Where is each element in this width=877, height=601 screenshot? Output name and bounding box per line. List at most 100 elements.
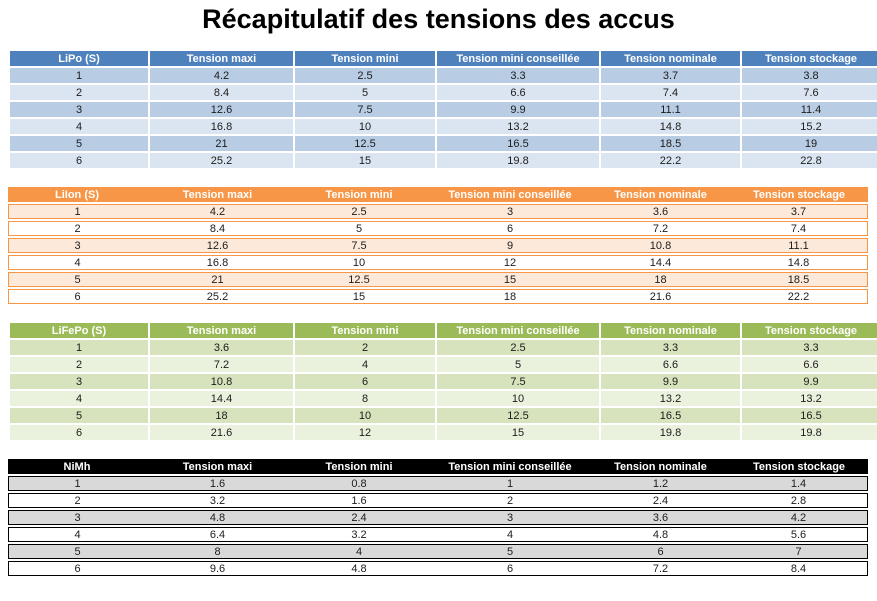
cell-voltage: 10	[437, 391, 599, 406]
lifepo-type-header: LiFePo (S)	[10, 323, 148, 338]
cell-voltage: 22.2	[601, 153, 740, 168]
cell-count: 6	[10, 153, 148, 168]
cell-voltage: 7	[730, 544, 868, 559]
cell-count: 1	[10, 340, 148, 355]
column-header-tension-nominale: Tension nominale	[601, 51, 740, 66]
lipo-type-header: LiPo (S)	[10, 51, 148, 66]
cell-voltage: 4	[429, 527, 591, 542]
cell-voltage: 3.7	[730, 204, 868, 219]
table-row: 6 25.2 15 19.8 22.2 22.8	[10, 153, 877, 168]
cell-voltage: 0.8	[289, 476, 429, 491]
cell-voltage: 3.3	[437, 68, 599, 83]
column-header-tension-nominale: Tension nominale	[601, 323, 740, 338]
column-header-tension-mini: Tension mini	[289, 187, 429, 202]
cell-count: 1	[8, 204, 146, 219]
cell-count: 4	[10, 391, 148, 406]
cell-voltage: 8	[295, 391, 435, 406]
cell-voltage: 12.5	[289, 272, 429, 287]
table-row: 3 10.8 6 7.5 9.9 9.9	[10, 374, 877, 389]
liion-table: LiIon (S) Tension maxi Tension mini Tens…	[8, 185, 868, 306]
cell-voltage: 19.8	[437, 153, 599, 168]
cell-voltage: 7.4	[601, 85, 740, 100]
cell-voltage: 2.4	[591, 493, 730, 508]
cell-voltage: 3.3	[601, 340, 740, 355]
cell-voltage: 22.8	[742, 153, 877, 168]
column-header-tension-mini: Tension mini	[295, 323, 435, 338]
cell-voltage: 4.2	[146, 204, 289, 219]
cell-voltage: 6	[295, 374, 435, 389]
cell-voltage: 4.8	[146, 510, 289, 525]
table-row: 3 12.6 7.5 9 10.8 11.1	[8, 238, 868, 253]
cell-voltage: 21	[150, 136, 293, 151]
cell-voltage: 2.8	[730, 493, 868, 508]
cell-voltage: 10	[295, 119, 435, 134]
cell-count: 6	[8, 289, 146, 304]
cell-count: 4	[10, 119, 148, 134]
liion-header-row: LiIon (S) Tension maxi Tension mini Tens…	[8, 187, 868, 202]
table-row: 5 21 12.5 16.5 18.5 19	[10, 136, 877, 151]
cell-voltage: 18.5	[601, 136, 740, 151]
column-header-tension-stockage: Tension stockage	[730, 187, 868, 202]
cell-voltage: 6.6	[742, 357, 877, 372]
cell-voltage: 1.6	[146, 476, 289, 491]
cell-voltage: 3.6	[591, 510, 730, 525]
cell-voltage: 18	[429, 289, 591, 304]
cell-voltage: 22.2	[730, 289, 868, 304]
cell-voltage: 5	[295, 85, 435, 100]
table-row: 1 1.6 0.8 1 1.2 1.4	[8, 476, 868, 491]
cell-voltage: 14.4	[591, 255, 730, 270]
cell-count: 5	[10, 136, 148, 151]
lifepo-table: LiFePo (S) Tension maxi Tension mini Ten…	[8, 321, 877, 442]
cell-count: 3	[8, 510, 146, 525]
column-header-tension-maxi: Tension maxi	[150, 51, 293, 66]
cell-voltage: 15	[437, 425, 599, 440]
cell-voltage: 7.2	[591, 561, 730, 576]
table-row: 6 25.2 15 18 21.6 22.2	[8, 289, 868, 304]
cell-voltage: 4	[295, 357, 435, 372]
cell-voltage: 14.4	[150, 391, 293, 406]
page-title: Récapitulatif des tensions des accus	[202, 4, 675, 34]
cell-voltage: 7.2	[591, 221, 730, 236]
column-header-tension-stockage: Tension stockage	[742, 323, 877, 338]
cell-voltage: 18	[150, 408, 293, 423]
table-row: 3 12.6 7.5 9.9 11.1 11.4	[10, 102, 877, 117]
column-header-tension-mini-conseillee: Tension mini conseillée	[429, 187, 591, 202]
cell-voltage: 7.2	[150, 357, 293, 372]
cell-voltage: 16.5	[742, 408, 877, 423]
table-row: 1 3.6 2 2.5 3.3 3.3	[10, 340, 877, 355]
cell-count: 2	[8, 221, 146, 236]
cell-voltage: 8.4	[146, 221, 289, 236]
cell-voltage: 6	[429, 561, 591, 576]
lifepo-header-row: LiFePo (S) Tension maxi Tension mini Ten…	[10, 323, 877, 338]
cell-voltage: 3.6	[591, 204, 730, 219]
cell-voltage: 19.8	[601, 425, 740, 440]
cell-voltage: 7.5	[289, 238, 429, 253]
cell-count: 4	[8, 255, 146, 270]
cell-voltage: 3.8	[742, 68, 877, 83]
cell-voltage: 8.4	[150, 85, 293, 100]
cell-voltage: 9.9	[437, 102, 599, 117]
cell-voltage: 7.5	[295, 102, 435, 117]
cell-count: 4	[8, 527, 146, 542]
table-row: 1 4.2 2.5 3 3.6 3.7	[8, 204, 868, 219]
liion-type-header: LiIon (S)	[8, 187, 146, 202]
cell-voltage: 5.6	[730, 527, 868, 542]
column-header-tension-maxi: Tension maxi	[150, 323, 293, 338]
cell-voltage: 1.6	[289, 493, 429, 508]
cell-voltage: 16.8	[150, 119, 293, 134]
table-row: 4 16.8 10 12 14.4 14.8	[8, 255, 868, 270]
cell-voltage: 7.6	[742, 85, 877, 100]
cell-voltage: 5	[429, 544, 591, 559]
cell-voltage: 10.8	[150, 374, 293, 389]
table-row: 2 8.4 5 6.6 7.4 7.6	[10, 85, 877, 100]
table-row: 6 9.6 4.8 6 7.2 8.4	[8, 561, 868, 576]
table-row: 2 8.4 5 6 7.2 7.4	[8, 221, 868, 236]
table-row: 6 21.6 12 15 19.8 19.8	[10, 425, 877, 440]
cell-voltage: 12.6	[150, 102, 293, 117]
lipo-table: LiPo (S) Tension maxi Tension mini Tensi…	[8, 49, 877, 170]
lipo-header-row: LiPo (S) Tension maxi Tension mini Tensi…	[10, 51, 877, 66]
cell-voltage: 16.5	[601, 408, 740, 423]
cell-voltage: 3.3	[742, 340, 877, 355]
cell-voltage: 9.9	[742, 374, 877, 389]
cell-voltage: 6.4	[146, 527, 289, 542]
